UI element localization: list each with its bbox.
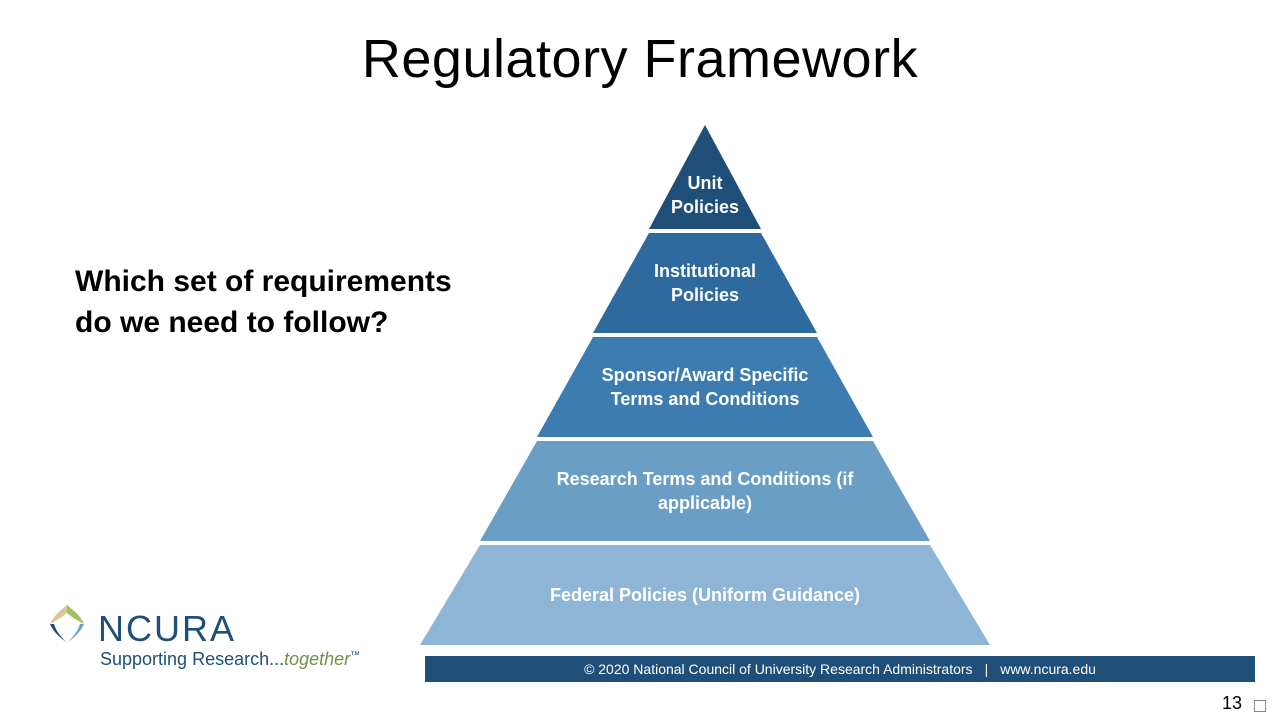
logo-tagline: Supporting Research...together™ (100, 649, 360, 670)
pyramid-level-2 (593, 233, 817, 333)
logo-tagline-italic: together (284, 649, 350, 669)
pyramid-label-1b: Policies (671, 197, 739, 217)
pyramid-diagram: Unit Policies Institutional Policies Spo… (420, 125, 990, 645)
footer-url: www.ncura.edu (1000, 661, 1096, 677)
pyramid-label-1a: Unit (688, 173, 723, 193)
footer-copyright: © 2020 National Council of University Re… (584, 661, 973, 677)
page-number: 13 (1222, 693, 1242, 714)
logo-row: NCURA Supporting Research...together™ (44, 601, 374, 670)
page-title: Regulatory Framework (0, 28, 1280, 90)
pyramid-level-4 (480, 441, 930, 541)
logo-text-wrap: NCURA Supporting Research...together™ (98, 601, 360, 670)
logo-tagline-prefix: Supporting Research... (100, 649, 284, 669)
pyramid-label-2a: Institutional (654, 261, 756, 281)
pyramid-label-3a: Sponsor/Award Specific (602, 365, 809, 385)
pyramid-label-4b: applicable) (658, 493, 752, 513)
pyramid-level-3 (537, 337, 873, 437)
footer-bar: © 2020 National Council of University Re… (425, 656, 1255, 682)
logo-name: NCURA (98, 611, 360, 647)
slide: Regulatory Framework Which set of requir… (0, 0, 1280, 720)
pyramid-label-2b: Policies (671, 285, 739, 305)
logo: NCURA Supporting Research...together™ (44, 601, 374, 670)
corner-marker-icon (1254, 700, 1266, 712)
pyramid-label-4a: Research Terms and Conditions (if (557, 469, 855, 489)
pyramid-svg: Unit Policies Institutional Policies Spo… (420, 125, 990, 645)
logo-tagline-tm: ™ (350, 650, 360, 661)
logo-icon (44, 601, 90, 647)
pyramid-label-5a: Federal Policies (Uniform Guidance) (550, 585, 860, 605)
footer-separator: | (985, 661, 989, 677)
pyramid-label-3b: Terms and Conditions (611, 389, 800, 409)
